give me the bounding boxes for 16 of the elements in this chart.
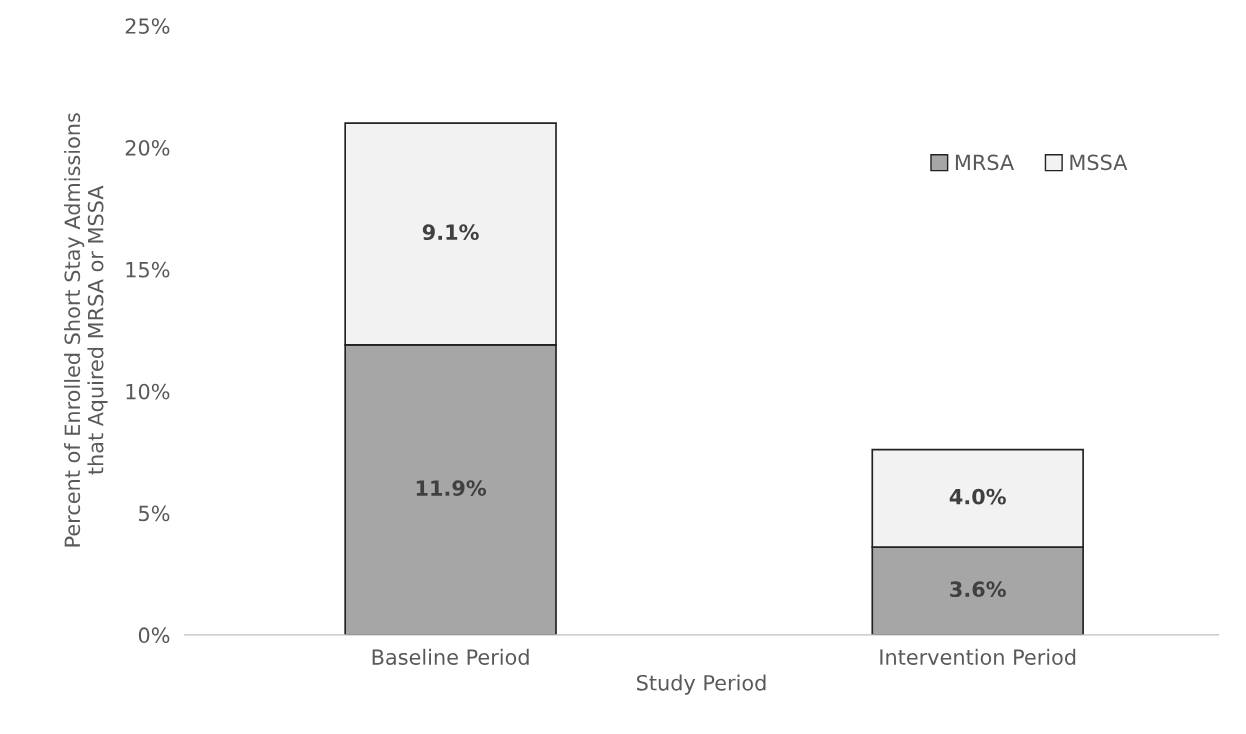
- x-tick-label: Baseline Period: [372, 648, 529, 665]
- y-tick-label: 25%: [125, 18, 170, 34]
- legend-label: MRSA: [955, 154, 1015, 171]
- legend-label: MSSA: [1070, 154, 1128, 171]
- y-tick-label: 15%: [126, 261, 170, 278]
- data-label: 9.1%: [422, 224, 479, 241]
- x-axis-title: Study Period: [637, 674, 766, 695]
- y-tick-label: 10%: [126, 383, 170, 400]
- y-axis-title: Percent of Enrolled Short Stay Admissions that Aquired MRSA or MSSA: [64, 113, 108, 547]
- data-label: 4.0%: [949, 488, 1006, 505]
- data-label: 3.6%: [950, 581, 1006, 598]
- y-tick-label: 20%: [125, 139, 170, 156]
- x-tick-label: Intervention Period: [880, 648, 1076, 665]
- data-label: 11.9%: [416, 480, 487, 496]
- y-tick-label: 5%: [139, 505, 170, 522]
- y-tick-label: 0%: [138, 627, 170, 644]
